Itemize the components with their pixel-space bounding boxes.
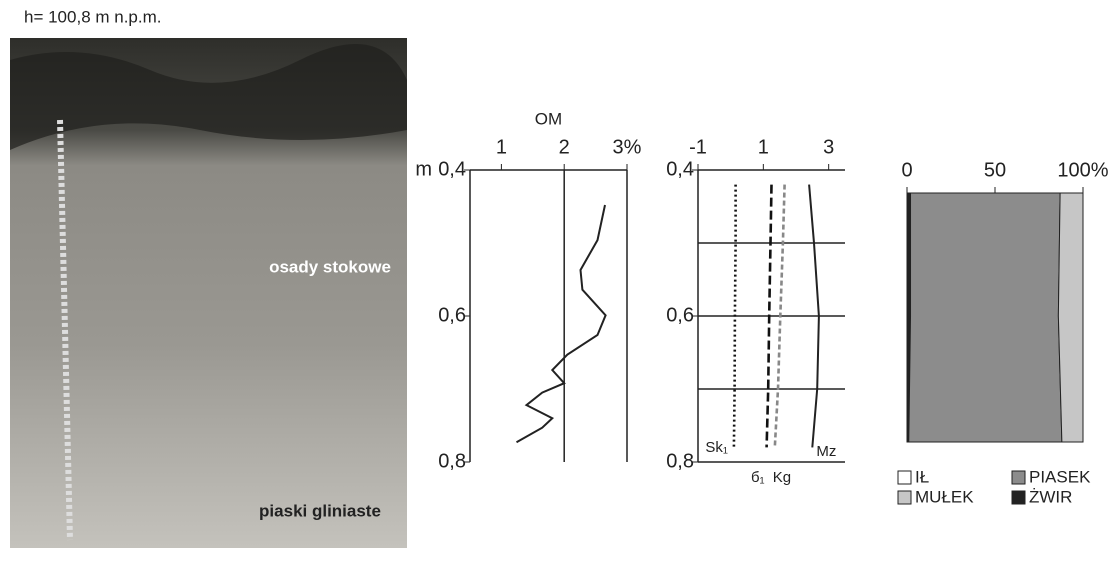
x-tick-label: 100% — [1057, 159, 1108, 181]
legend-label: PIASEK — [1029, 467, 1091, 486]
legend-swatch — [1012, 491, 1025, 504]
legend-label: MUŁEK — [915, 487, 974, 506]
x-tick-label: 1 — [496, 136, 507, 158]
legend-label: IŁ — [915, 467, 929, 486]
elevation-label: h= 100,8 m n.p.m. — [24, 7, 162, 26]
y-axis-unit: m — [415, 158, 432, 180]
legend-swatch — [898, 471, 911, 484]
x-tick-label: 3 — [823, 136, 834, 158]
x-axis-label: OM — [535, 109, 562, 128]
y-tick-label: 0,4 — [666, 158, 694, 180]
y-tick-label: 0,6 — [666, 304, 694, 326]
legend-swatch — [898, 491, 911, 504]
series-label: Sk₁ — [705, 439, 728, 456]
photo-label: osady stokowe — [269, 257, 391, 276]
legend-label: ŻWIR — [1029, 487, 1072, 506]
stacked-area — [1058, 193, 1083, 442]
y-tick-label: 0,4 — [438, 158, 466, 180]
y-tick-label: 0,8 — [438, 450, 466, 472]
stacked-area — [909, 193, 1062, 442]
y-tick-label: 0,6 — [438, 304, 466, 326]
series-label: Mz — [816, 443, 836, 460]
legend-swatch — [1012, 471, 1025, 484]
series-label: Kg — [773, 469, 791, 486]
figure: h= 100,8 m n.p.m. osady stokowe piaski g… — [0, 0, 1116, 561]
x-tick-label: 50 — [984, 159, 1006, 181]
y-tick-label: 0,8 — [666, 450, 694, 472]
x-tick-label: 2 — [559, 136, 570, 158]
profile-line — [734, 185, 736, 448]
x-tick-label: 3% — [613, 136, 642, 158]
x-tick-label: -1 — [689, 136, 707, 158]
photo-label: piaski gliniaste — [259, 501, 381, 520]
profile-line — [517, 205, 606, 442]
x-tick-label: 1 — [758, 136, 769, 158]
series-label: б₁ — [751, 469, 765, 486]
x-tick-label: 0 — [901, 159, 912, 181]
